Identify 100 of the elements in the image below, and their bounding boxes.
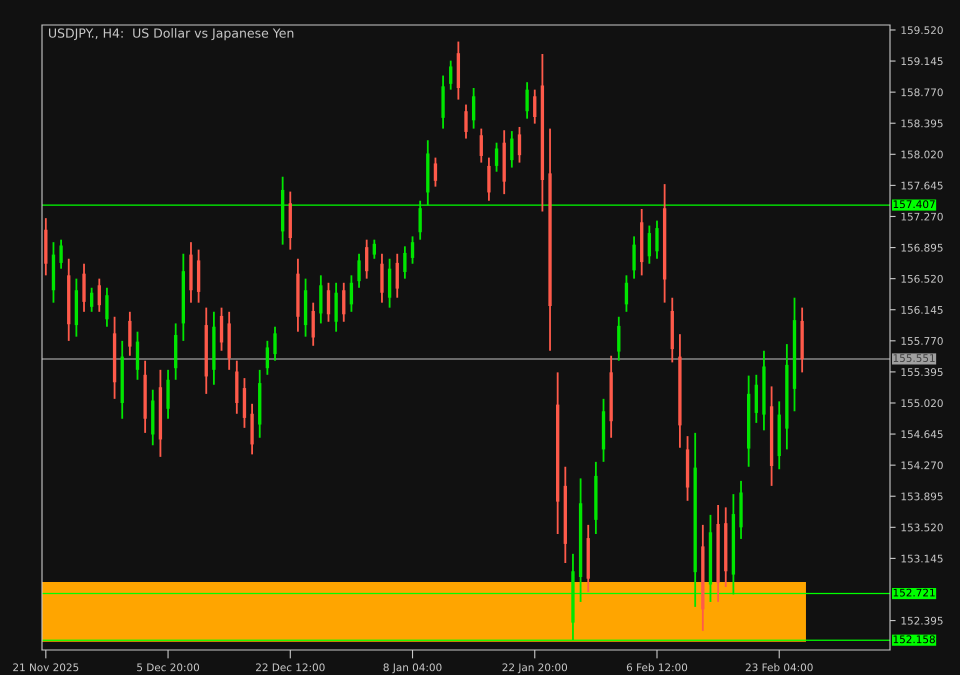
candlestick bbox=[739, 480, 743, 540]
x-tick-label: 5 Dec 20:00 bbox=[137, 663, 200, 672]
candlestick bbox=[480, 128, 483, 164]
candlestick bbox=[273, 326, 277, 362]
candlestick bbox=[678, 333, 682, 449]
candlestick bbox=[136, 330, 140, 381]
candlestick bbox=[778, 400, 781, 470]
candlestick bbox=[235, 360, 238, 415]
candlestick bbox=[594, 460, 598, 535]
chart-title: USDJPY., H4: US Dollar vs Japanese Yen bbox=[49, 28, 294, 40]
candlestick bbox=[319, 274, 323, 324]
candlestick bbox=[533, 88, 536, 125]
candlestick bbox=[52, 241, 56, 304]
candlestick bbox=[487, 156, 491, 202]
y-tick-label: 158.770 bbox=[902, 88, 943, 96]
candlestick bbox=[510, 130, 514, 168]
candlestick bbox=[74, 278, 78, 338]
candlestick bbox=[754, 374, 758, 424]
candlestick bbox=[770, 386, 774, 487]
candlestick bbox=[548, 128, 552, 352]
candlestick bbox=[502, 129, 506, 196]
candlestick bbox=[105, 286, 109, 328]
candlestick bbox=[196, 248, 200, 304]
y-tick-label: 154.270 bbox=[902, 461, 943, 470]
candlestick bbox=[686, 435, 690, 502]
candlestick bbox=[357, 252, 361, 289]
candlestick bbox=[388, 258, 392, 309]
candlestick bbox=[586, 524, 590, 593]
y-tick-label: 154.645 bbox=[902, 430, 943, 438]
x-tick-label: 21 Nov 2025 bbox=[13, 663, 78, 672]
y-tick-label: 157.270 bbox=[902, 212, 943, 221]
candlestick bbox=[670, 296, 674, 364]
candlestick bbox=[746, 374, 750, 468]
y-tick-label: 153.895 bbox=[902, 492, 943, 500]
y-tick-label: 159.520 bbox=[902, 26, 943, 34]
candlestick bbox=[112, 316, 116, 400]
candlestick bbox=[396, 252, 399, 299]
candlestick bbox=[166, 368, 170, 420]
candlestick bbox=[280, 176, 284, 246]
candlestick bbox=[158, 368, 162, 458]
y-tick-label: 153.520 bbox=[902, 524, 943, 532]
candlestick bbox=[258, 368, 262, 439]
ref-line-label: 157.407 bbox=[894, 200, 935, 208]
y-tick-label: 155.770 bbox=[902, 337, 943, 345]
candlestick bbox=[792, 296, 796, 412]
candlestick bbox=[434, 156, 438, 188]
candlestick bbox=[204, 306, 208, 395]
candlestick bbox=[540, 53, 544, 212]
candlestick bbox=[242, 377, 246, 429]
candlestick bbox=[456, 40, 460, 101]
y-tick-label: 156.895 bbox=[902, 244, 943, 252]
candlestick bbox=[189, 241, 193, 304]
candlestick bbox=[655, 220, 659, 260]
y-tick-label: 155.020 bbox=[902, 399, 943, 408]
candlestick bbox=[564, 466, 567, 564]
candlestick bbox=[418, 200, 422, 241]
candlestick bbox=[334, 282, 338, 333]
candlestick bbox=[632, 235, 636, 280]
candlestick bbox=[785, 343, 789, 450]
ref-line-label: 155.551 bbox=[894, 354, 935, 362]
candlestick bbox=[44, 217, 48, 276]
candlestick bbox=[120, 340, 124, 420]
candlestick bbox=[350, 274, 354, 313]
y-tick-label: 156.520 bbox=[902, 274, 943, 283]
candlestick bbox=[288, 190, 292, 251]
candlestick bbox=[143, 360, 147, 434]
candlestick bbox=[494, 142, 498, 173]
candlestick bbox=[624, 274, 628, 313]
candlestick bbox=[365, 238, 368, 280]
candlestick bbox=[732, 493, 736, 596]
candlestick bbox=[525, 81, 529, 120]
candlestick bbox=[312, 302, 315, 347]
candlestick bbox=[372, 238, 376, 260]
candlestick bbox=[174, 322, 178, 381]
candlestick bbox=[296, 258, 300, 333]
y-tick-label: 155.395 bbox=[902, 368, 943, 376]
y-tick-label: 157.645 bbox=[902, 182, 943, 190]
candlestick bbox=[266, 340, 270, 376]
candlestick bbox=[464, 104, 468, 140]
candlestick bbox=[380, 252, 384, 304]
candlestick bbox=[426, 139, 430, 207]
candlestick bbox=[578, 478, 582, 603]
candlestick bbox=[326, 282, 330, 323]
ref-line-label: 152.158 bbox=[894, 635, 935, 644]
candlestick bbox=[90, 286, 94, 313]
candlestick bbox=[128, 310, 132, 357]
candlestick bbox=[800, 306, 804, 374]
candlestick bbox=[220, 306, 224, 352]
candlestick bbox=[609, 354, 613, 439]
candlestick bbox=[304, 278, 308, 338]
x-tick-label: 6 Feb 12:00 bbox=[626, 663, 688, 672]
ref-line-label: 152.721 bbox=[894, 588, 935, 597]
y-tick-label: 156.145 bbox=[902, 306, 943, 314]
candlestick bbox=[518, 126, 522, 164]
candlestick bbox=[59, 238, 63, 270]
candlestick bbox=[648, 224, 652, 265]
candlestick bbox=[762, 350, 766, 432]
candlestick bbox=[708, 514, 712, 603]
candlestick bbox=[571, 552, 575, 641]
candlestick bbox=[342, 282, 346, 323]
